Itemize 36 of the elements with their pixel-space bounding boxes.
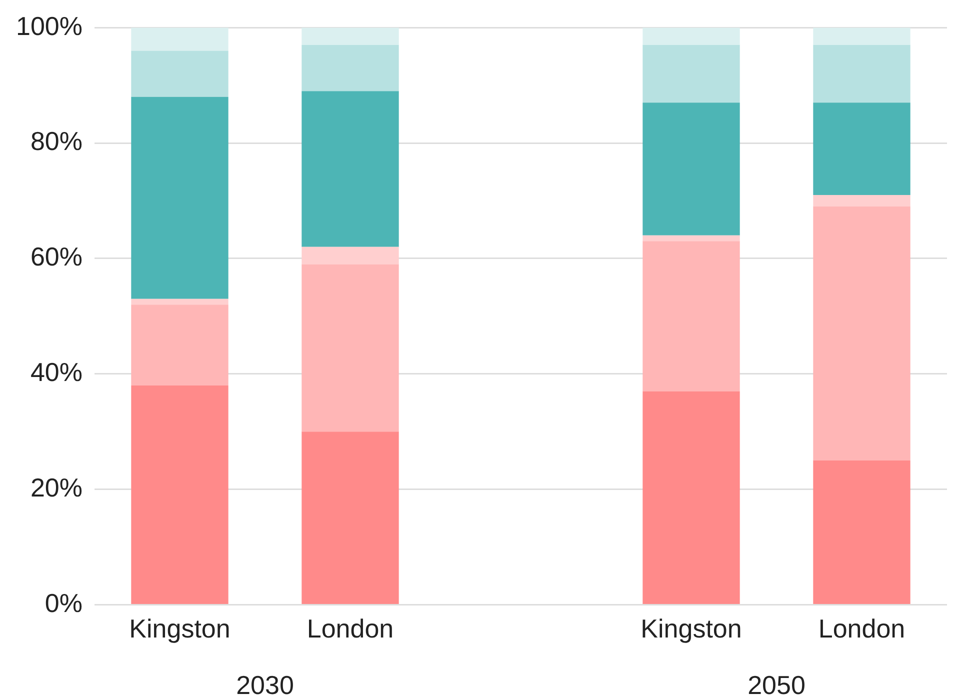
bar xyxy=(131,304,228,386)
y-tick-label: 80% xyxy=(30,126,82,156)
bar xyxy=(302,91,399,247)
bar xyxy=(642,28,740,45)
bar xyxy=(302,432,399,604)
text: 2030 xyxy=(236,670,294,700)
bar xyxy=(302,246,399,264)
bar xyxy=(302,264,399,432)
bar xyxy=(813,194,910,207)
bar xyxy=(813,28,910,45)
x-tick-label: Kingston xyxy=(129,614,230,644)
y-tick-label: 100% xyxy=(16,10,82,41)
x-tick-label: London xyxy=(818,614,906,644)
y-tick-label: 0% xyxy=(44,588,82,618)
y-tick-label: 60% xyxy=(30,242,82,272)
bar xyxy=(131,28,228,51)
bar xyxy=(642,235,740,242)
bar xyxy=(131,298,228,305)
bar xyxy=(131,50,228,97)
x-tick-label: Kingston xyxy=(640,614,742,644)
bar xyxy=(642,102,740,236)
y-tick-label: 40% xyxy=(30,357,82,388)
x-tick-label: London xyxy=(306,614,394,644)
bar xyxy=(131,385,228,604)
bar xyxy=(813,44,910,103)
y-tick-label: 20% xyxy=(30,472,82,503)
bar xyxy=(813,206,910,460)
text: 2050 xyxy=(748,670,806,700)
bar xyxy=(813,102,910,195)
bar xyxy=(642,44,740,103)
bar xyxy=(642,391,740,604)
bar xyxy=(642,241,740,392)
bar xyxy=(131,96,228,299)
bar xyxy=(302,44,399,92)
bar xyxy=(302,28,399,45)
bar xyxy=(813,460,910,604)
